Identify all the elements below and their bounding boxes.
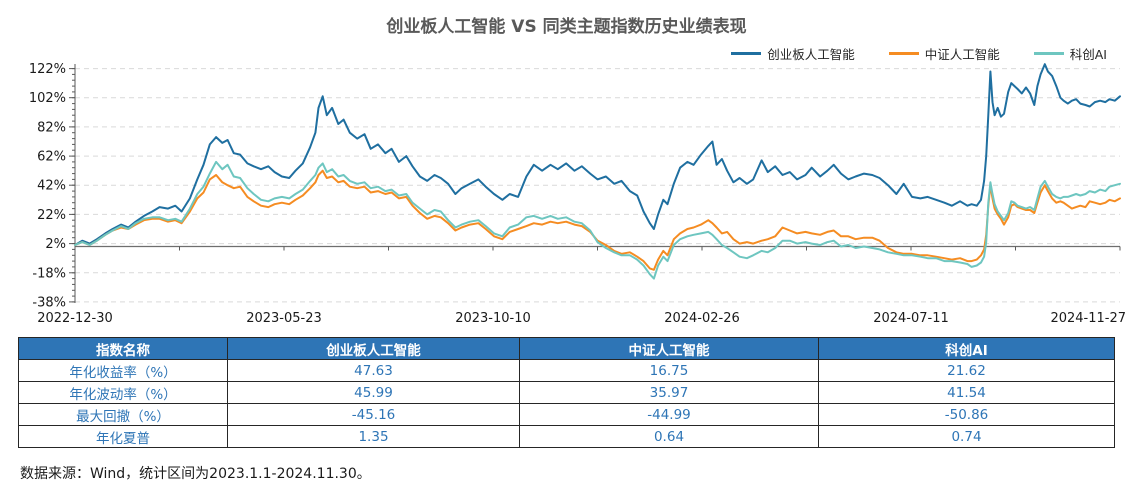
axes: [69, 64, 1121, 303]
legend-line-swatch-teal: [1033, 52, 1064, 55]
row-label: 年化收益率（%）: [18, 359, 228, 382]
row-label: 年化波动率（%）: [18, 381, 228, 404]
svg-text:2024-07-11: 2024-07-11: [873, 311, 949, 326]
cell-value: 41.54: [818, 381, 1115, 404]
svg-text:82%: 82%: [37, 120, 66, 135]
table-row-annual-volatility: 年化波动率（%） 45.99 35.97 41.54: [18, 381, 1115, 404]
gridlines: [75, 68, 1120, 303]
table-header-star-ai: 科创AI: [818, 337, 1115, 360]
svg-text:2022-12-30: 2022-12-30: [37, 311, 113, 326]
svg-text:42%: 42%: [37, 179, 66, 194]
legend-item-star-ai: 科创AI: [1033, 44, 1107, 63]
legend-label: 中证人工智能: [924, 47, 1000, 62]
svg-text:2023-05-23: 2023-05-23: [246, 311, 322, 326]
table-header-row: 指数名称 创业板人工智能 中证人工智能 科创AI: [18, 337, 1115, 360]
performance-line-chart: 122% 102% 82% 62% 42% 22% 2% -18% -38% 2022-12-3…: [29, 62, 1126, 326]
svg-text:2024-02-26: 2024-02-26: [664, 311, 740, 326]
series-line-1: [74, 169, 1121, 271]
series-line-2: [74, 160, 1121, 280]
x-axis-labels: 2022-12-30 2023-05-23 2023-10-10 2024-02-26…: [37, 311, 1126, 326]
cell-value: 16.75: [519, 359, 819, 382]
cell-value: -44.99: [519, 403, 819, 426]
cell-value: 47.63: [227, 359, 520, 382]
cell-value: 45.99: [227, 381, 520, 404]
cell-value: -45.16: [227, 403, 520, 426]
y-axis-labels: 122% 102% 82% 62% 42% 22% 2% -18% -38%: [29, 62, 66, 310]
svg-text:2024-11-27: 2024-11-27: [1050, 311, 1126, 326]
table-row-annual-sharpe: 年化夏普 1.35 0.64 0.74: [18, 425, 1115, 448]
svg-text:22%: 22%: [37, 208, 66, 223]
svg-text:-38%: -38%: [32, 295, 66, 310]
cell-value: 21.62: [818, 359, 1115, 382]
data-source-note: 数据来源：Wind，统计区间为2023.1.1-2024.11.30。: [20, 466, 371, 482]
svg-text:102%: 102%: [29, 91, 66, 106]
series-line-0: [74, 63, 1121, 246]
table-row-max-drawdown: 最大回撤（%） -45.16 -44.99 -50.86: [18, 403, 1115, 426]
legend-item-csi-ai: 中证人工智能: [888, 44, 1000, 63]
cell-value: 0.74: [818, 425, 1115, 448]
legend-label: 创业板人工智能: [767, 47, 855, 62]
cell-value: 35.97: [519, 381, 819, 404]
table-header-index-name: 指数名称: [18, 337, 228, 360]
cell-value: 1.35: [227, 425, 520, 448]
svg-text:-18%: -18%: [32, 266, 66, 281]
cell-value: -50.86: [818, 403, 1115, 426]
table-header-csi-ai: 中证人工智能: [519, 337, 819, 360]
table-header-chinext-ai: 创业板人工智能: [227, 337, 520, 360]
cell-value: 0.64: [519, 425, 819, 448]
row-label: 最大回撤（%）: [18, 403, 228, 426]
svg-text:62%: 62%: [37, 150, 66, 165]
svg-text:2%: 2%: [45, 237, 66, 252]
page-title: 创业板人工智能 VS 同类主题指数历史业绩表现: [386, 17, 747, 37]
legend-line-swatch-orange: [888, 52, 919, 55]
row-label: 年化夏普: [18, 425, 228, 448]
legend-item-chinext-ai: 创业板人工智能: [731, 44, 855, 63]
series-lines: [74, 63, 1121, 280]
legend-line-swatch-blue: [731, 52, 762, 55]
legend-label: 科创AI: [1069, 47, 1107, 62]
svg-text:2023-10-10: 2023-10-10: [455, 311, 531, 326]
chart-legend: 创业板人工智能 中证人工智能 科创AI: [731, 44, 1107, 63]
table-row-annual-return: 年化收益率（%） 47.63 16.75 21.62: [18, 359, 1115, 382]
svg-text:122%: 122%: [29, 62, 66, 77]
metrics-table: 指数名称 创业板人工智能 中证人工智能 科创AI 年化收益率（%） 47.63 …: [18, 337, 1115, 448]
